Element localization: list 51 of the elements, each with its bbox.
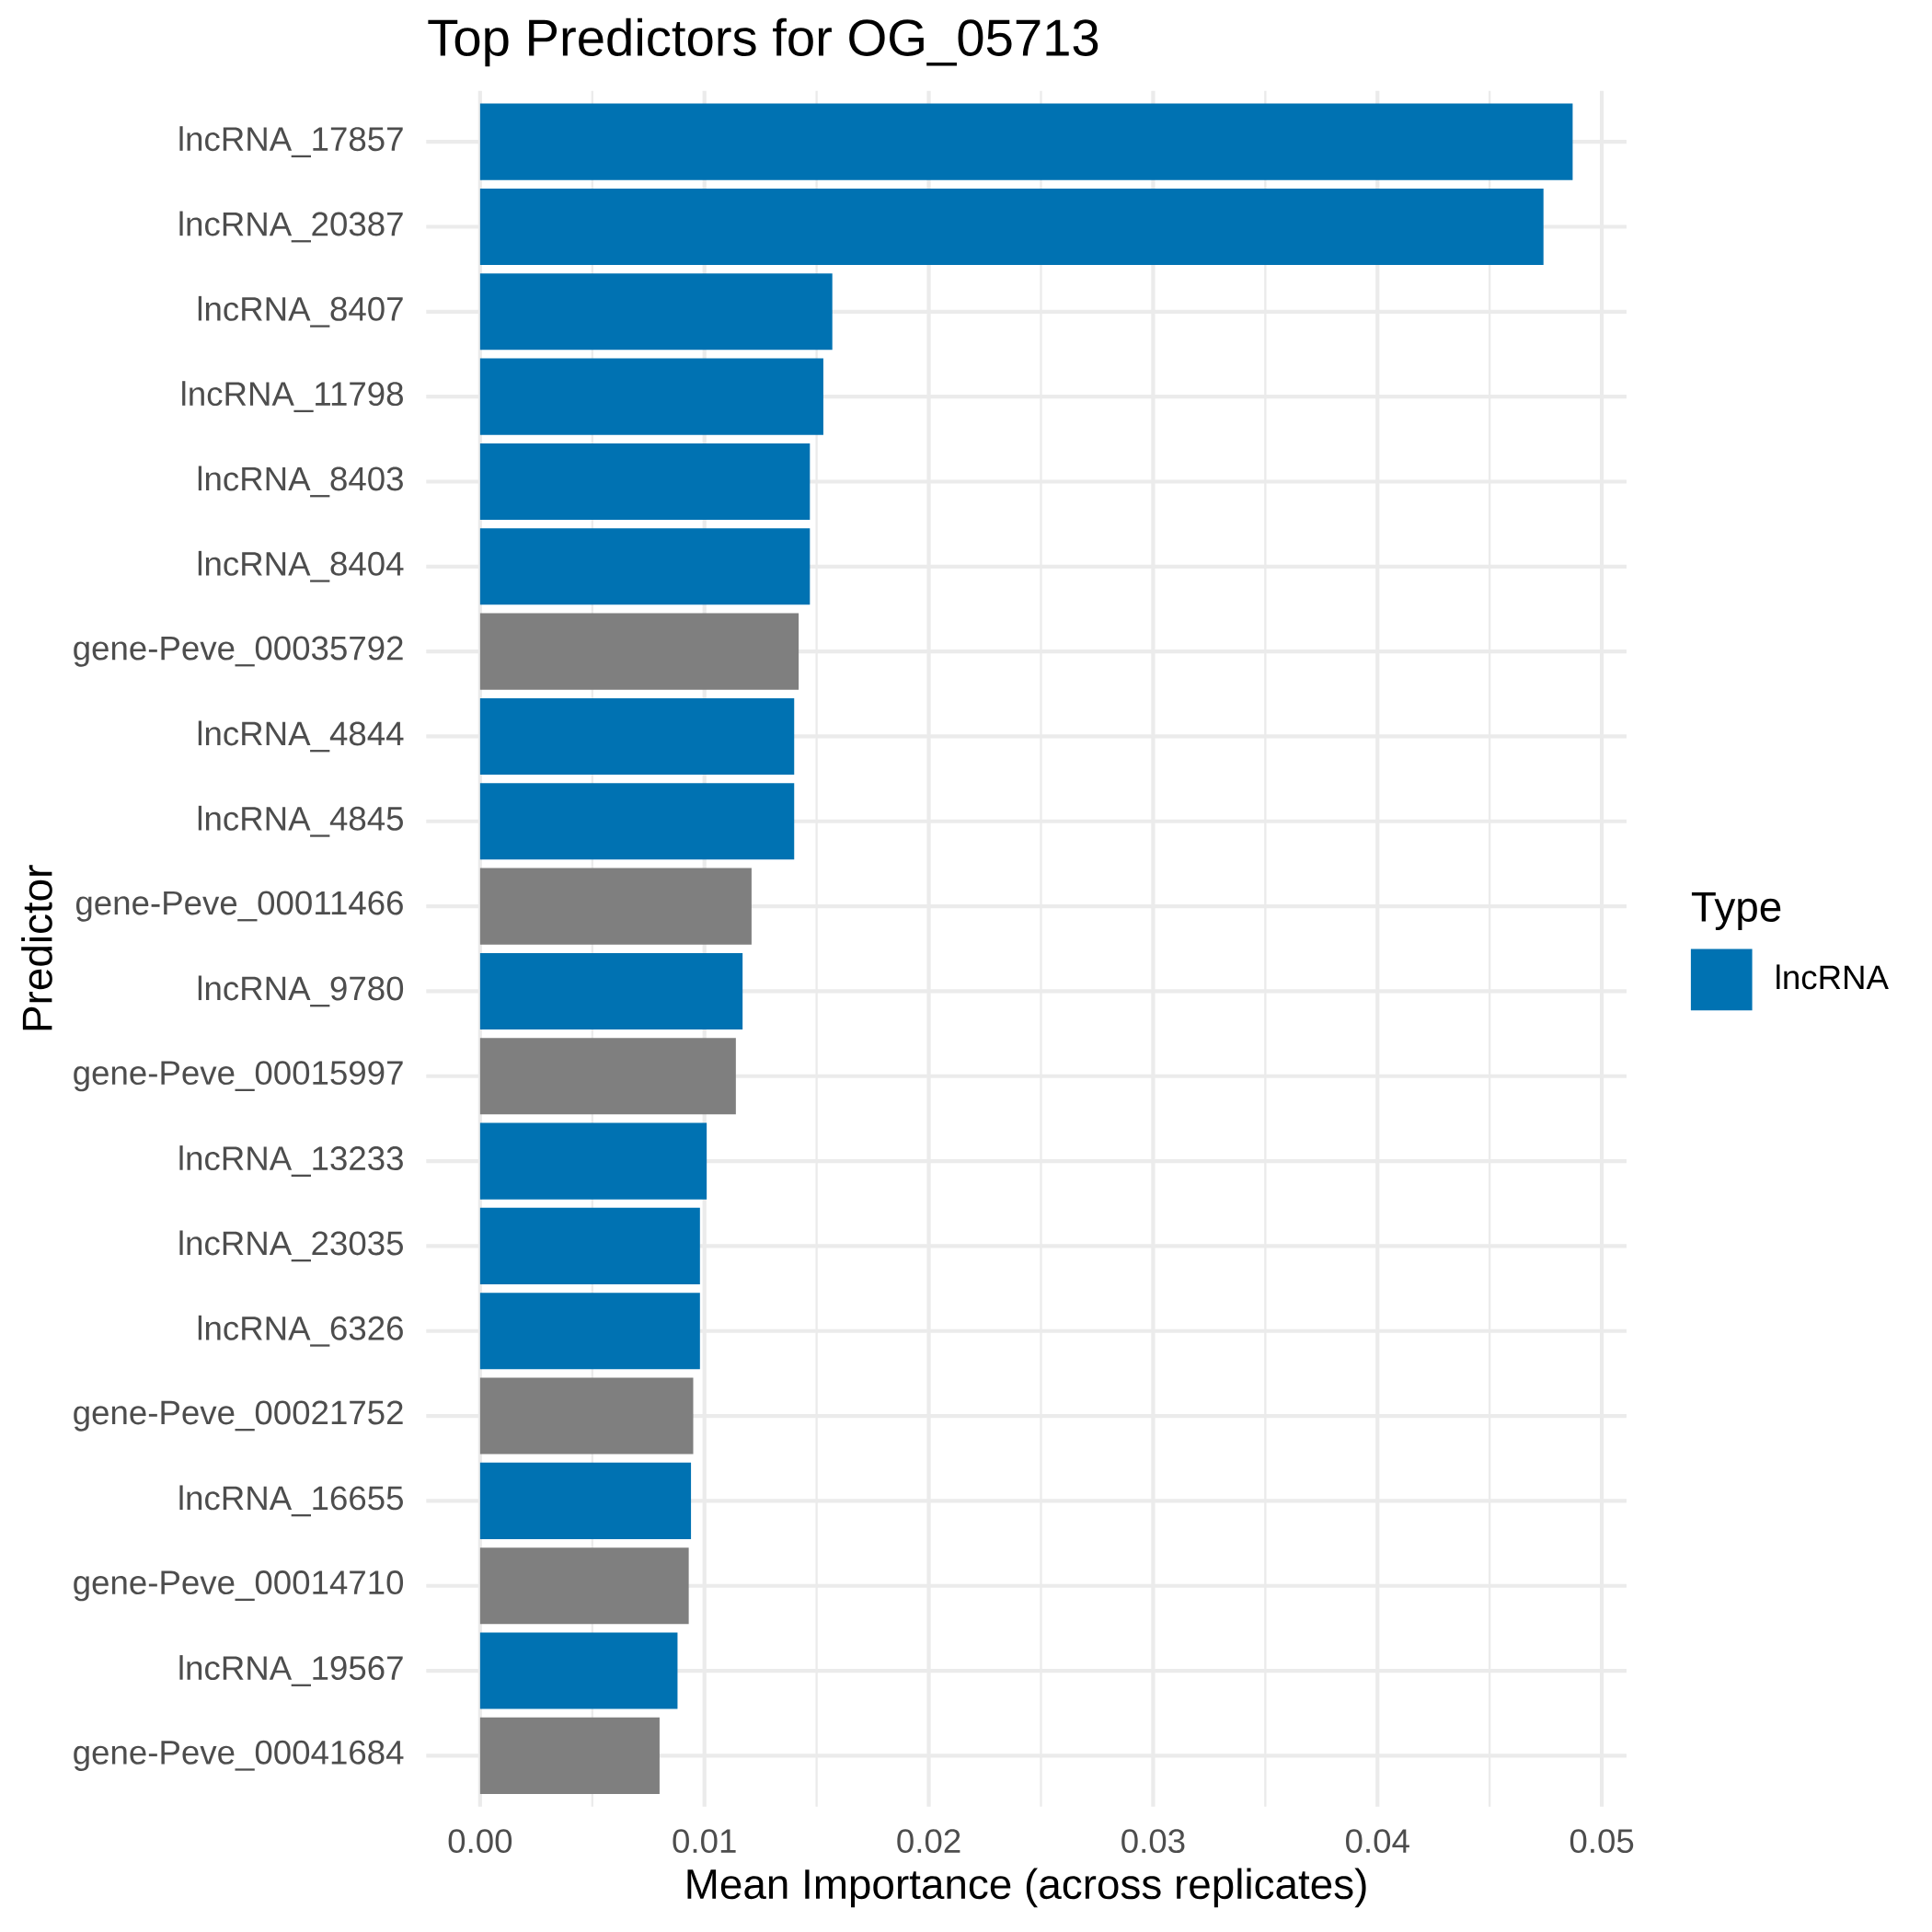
x-axis-title: Mean Importance (across replicates) bbox=[687, 1868, 1366, 1908]
bar bbox=[479, 443, 811, 521]
y-axis-title: Predictor bbox=[21, 865, 52, 1030]
y-tick-label: lncRNA_6326 bbox=[198, 1315, 403, 1347]
x-tick-label: 0.03 bbox=[1121, 1829, 1185, 1854]
bar bbox=[479, 1462, 692, 1539]
y-tick-label: lncRNA_8403 bbox=[198, 466, 403, 498]
bar bbox=[479, 697, 795, 776]
bar bbox=[479, 103, 1573, 180]
y-tick-label: lncRNA_20387 bbox=[179, 211, 403, 243]
y-tick-label: lncRNA_9780 bbox=[198, 975, 404, 1007]
y-tick-label: lncRNA_8407 bbox=[198, 295, 403, 328]
bar bbox=[479, 528, 811, 605]
bar bbox=[479, 273, 833, 351]
bar bbox=[479, 1547, 689, 1625]
y-tick-label: lncRNA_13233 bbox=[179, 1145, 403, 1177]
y-tick-label: lncRNA_4845 bbox=[198, 805, 403, 837]
y-tick-label: gene-Peve_00041684 bbox=[74, 1740, 404, 1771]
y-tick-label: gene-Peve_00014710 bbox=[74, 1570, 404, 1602]
y-tick-label: lncRNA_17857 bbox=[179, 126, 403, 158]
legend-title: Type bbox=[1691, 891, 1781, 930]
bar bbox=[479, 1122, 707, 1200]
bar bbox=[479, 358, 823, 435]
bar bbox=[479, 1293, 700, 1370]
x-tick-label: 0.01 bbox=[673, 1829, 736, 1854]
bar bbox=[479, 1207, 700, 1284]
bar bbox=[479, 1038, 736, 1115]
chart-title: Top Predictors for OG_05713 bbox=[428, 17, 1098, 67]
y-tick-label: lncRNA_11798 bbox=[182, 381, 403, 413]
bar bbox=[479, 1377, 694, 1455]
x-tick-label: 0.05 bbox=[1570, 1829, 1634, 1854]
bar bbox=[479, 952, 743, 1029]
bar bbox=[479, 1717, 660, 1794]
bar bbox=[479, 188, 1544, 266]
y-tick-label: gene-Peve_00011466 bbox=[75, 891, 403, 922]
y-tick-label: gene-Peve_00015997 bbox=[74, 1061, 403, 1092]
y-tick-label: lncRNA_19567 bbox=[179, 1655, 403, 1686]
bar bbox=[479, 783, 795, 860]
y-tick-label: lncRNA_4844 bbox=[198, 720, 404, 753]
y-tick-label: lncRNA_8404 bbox=[198, 550, 404, 582]
bar bbox=[479, 613, 799, 690]
bar bbox=[479, 1632, 678, 1709]
x-tick-label: 0.02 bbox=[897, 1829, 960, 1854]
x-tick-label: 0.04 bbox=[1346, 1829, 1409, 1854]
bar bbox=[479, 868, 752, 945]
y-tick-label: lncRNA_16655 bbox=[179, 1485, 403, 1517]
legend-label: lncRNA bbox=[1777, 964, 1889, 990]
x-tick-label: 0.00 bbox=[448, 1829, 512, 1854]
y-tick-label: gene-Peve_00035792 bbox=[74, 636, 403, 667]
y-tick-label: lncRNA_23035 bbox=[179, 1230, 403, 1262]
y-tick-label: gene-Peve_00021752 bbox=[74, 1400, 403, 1432]
